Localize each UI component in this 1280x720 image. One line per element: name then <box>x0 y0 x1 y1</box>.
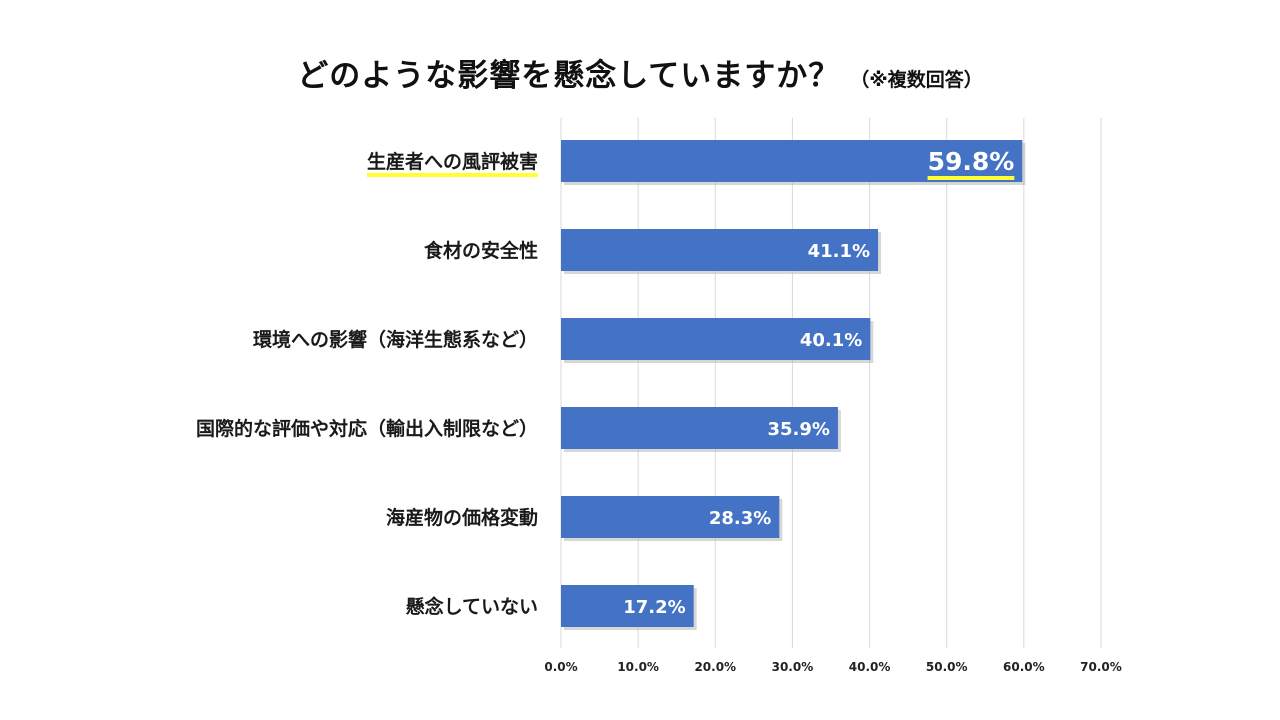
category-label: 海産物の価格変動 <box>386 506 538 529</box>
highlight-underline <box>927 176 1015 180</box>
chart-title-note: （※複数回答） <box>850 69 983 91</box>
bar <box>561 496 780 538</box>
category-label: 生産者への風評被害 <box>367 150 538 173</box>
category-label: 国際的な評価や対応（輸出入制限など） <box>196 417 538 440</box>
bar <box>561 229 879 271</box>
bar <box>561 318 871 360</box>
x-tick-label: 70.0% <box>1080 660 1122 674</box>
category-label: 環境への影響（海洋生態系など） <box>253 328 538 351</box>
bar <box>561 585 694 627</box>
x-axis-ticks: 0.0% 10.0% 20.0% 30.0% 40.0% 50.0% 60.0% 70.0% <box>544 660 1121 674</box>
x-tick-label: 50.0% <box>926 660 968 674</box>
gridlines <box>560 118 1102 648</box>
bar-value-label: 59.8% <box>928 147 1015 176</box>
bar-value-label: 17.2% <box>623 597 685 618</box>
category-label: 懸念していない <box>406 595 538 618</box>
bar <box>561 407 838 449</box>
category-label: 食材の安全性 <box>424 239 538 262</box>
bar-value-label: 41.1% <box>808 241 870 262</box>
chart-title: どのような影響を懸念していますか？ （※複数回答） <box>0 50 1280 95</box>
x-tick-label: 20.0% <box>694 660 736 674</box>
chart-title-main: どのような影響を懸念していますか？ <box>297 58 841 94</box>
x-tick-label: 30.0% <box>772 660 814 674</box>
bars: 59.8% 41.1% 40.1% 35.9% 28.3% 17.2% <box>561 140 1026 630</box>
x-tick-label: 60.0% <box>1003 660 1045 674</box>
x-tick-label: 10.0% <box>617 660 659 674</box>
bar-value-label: 40.1% <box>800 330 862 351</box>
x-tick-label: 40.0% <box>849 660 891 674</box>
bar-value-label: 35.9% <box>767 419 829 440</box>
bar-value-label: 28.3% <box>709 508 771 529</box>
bar <box>561 140 1023 182</box>
highlight-underline <box>366 173 538 177</box>
x-tick-label: 0.0% <box>544 660 577 674</box>
